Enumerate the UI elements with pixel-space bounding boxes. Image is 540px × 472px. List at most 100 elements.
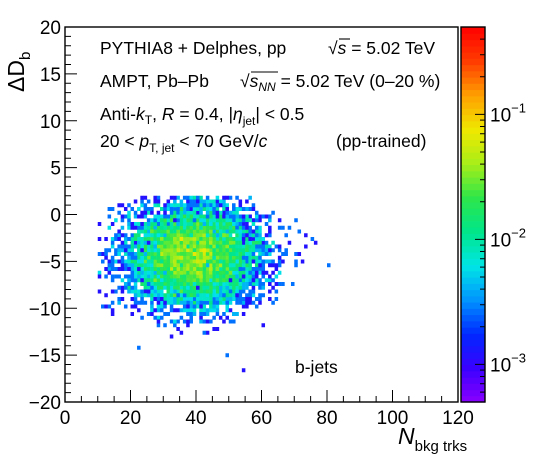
heatmap-cell — [238, 267, 243, 271]
heatmap-cell — [192, 244, 197, 249]
heatmap-cell — [143, 237, 148, 241]
heatmap-cell — [140, 199, 144, 204]
heatmap-cell — [173, 222, 177, 226]
heatmap-cell — [222, 300, 226, 305]
heatmap-cell — [133, 304, 138, 309]
heatmap-cell — [212, 300, 216, 305]
heatmap-cell — [241, 368, 246, 373]
heatmap-cell — [107, 259, 112, 264]
heatmap-cell — [140, 252, 144, 256]
heatmap-cell — [153, 237, 157, 241]
heatmap-cell — [127, 225, 131, 230]
y-tick-label: 10 — [40, 112, 61, 133]
heatmap-cell — [143, 278, 148, 283]
heatmap-cell — [173, 240, 177, 245]
heatmap-cell — [173, 270, 177, 275]
heatmap-cell — [189, 293, 193, 298]
heatmap-cell — [218, 229, 223, 234]
heatmap-cell — [176, 252, 180, 256]
heatmap-cell — [169, 319, 174, 324]
heatmap-cell — [218, 248, 223, 253]
heatmap-cell — [225, 244, 229, 249]
heatmap-cell — [153, 195, 157, 200]
heatmap-cell — [212, 237, 216, 241]
heatmap-cell — [222, 297, 226, 301]
heatmap-cell — [176, 274, 180, 279]
annotation-line-1-sqrt: √s = 5.02 TeV — [328, 38, 435, 58]
heatmap-cell — [173, 282, 177, 286]
heatmap-cell — [212, 259, 216, 264]
heatmap-cell — [182, 293, 187, 298]
heatmap-cell — [186, 259, 190, 264]
heatmap-cell — [163, 323, 167, 328]
heatmap-cell — [192, 293, 197, 298]
heatmap-cell — [182, 297, 187, 301]
x-tick-label: 120 — [442, 408, 474, 429]
heatmap-cell — [143, 229, 148, 234]
heatmap-cell — [209, 300, 213, 305]
heatmap-cell — [173, 300, 177, 305]
heatmap-cell — [176, 207, 180, 211]
heatmap-cell — [205, 225, 210, 230]
heatmap-cell — [268, 225, 272, 230]
heatmap-cell — [228, 270, 233, 275]
heatmap-cell — [245, 199, 249, 204]
heatmap-cell — [218, 315, 223, 320]
heatmap-cell — [202, 308, 207, 313]
heatmap-cell — [232, 263, 236, 268]
heatmap-cell — [150, 304, 154, 309]
heatmap-cell — [163, 207, 167, 211]
heatmap-cell — [169, 304, 174, 309]
heatmap-cell — [251, 278, 256, 283]
heatmap-cell — [228, 319, 233, 324]
heatmap-cell — [133, 285, 138, 290]
heatmap-cell — [127, 255, 131, 260]
annotation-block: PYTHIA8 + Delphes, pp √s = 5.02 TeV AMPT… — [100, 38, 440, 377]
heatmap-cell — [120, 285, 125, 290]
heatmap-cell — [120, 203, 125, 208]
heatmap-cell — [166, 222, 171, 226]
heatmap-cell — [163, 278, 167, 283]
heatmap-cell — [235, 255, 239, 260]
heatmap-cell — [196, 240, 200, 245]
heatmap-cell — [179, 248, 184, 253]
heatmap-cell — [205, 259, 210, 264]
heatmap-cell — [248, 233, 252, 238]
heatmap-cell — [176, 319, 180, 324]
heatmap-cell — [173, 199, 177, 204]
heatmap-cell — [189, 233, 193, 238]
heatmap-cell — [140, 263, 144, 268]
heatmap-cell — [173, 278, 177, 283]
heatmap-cell — [196, 248, 200, 253]
heatmap-cell — [159, 214, 164, 219]
heatmap-cell — [137, 229, 141, 234]
y-axis-title-main: ΔD — [3, 60, 29, 92]
heatmap-cell — [251, 248, 256, 253]
heatmap-cell — [173, 203, 177, 208]
heatmap-cell — [268, 274, 272, 279]
heatmap-cell — [232, 214, 236, 219]
heatmap-cell — [182, 285, 187, 290]
heatmap-cell — [251, 274, 256, 279]
heatmap-cell — [228, 225, 233, 230]
heatmap-cell — [110, 255, 115, 260]
heatmap-cell — [205, 199, 210, 204]
heatmap-cell — [196, 214, 200, 219]
heatmap-cell — [251, 300, 256, 305]
heatmap-cell — [146, 255, 151, 260]
heatmap-cell — [196, 289, 200, 294]
heatmap-cell — [238, 248, 243, 253]
heatmap-cell — [182, 304, 187, 309]
heatmap-cell — [271, 240, 275, 245]
heatmap-cell — [179, 289, 184, 294]
heatmap-cell — [166, 278, 171, 283]
heatmap-cell — [199, 282, 203, 286]
heatmap-cell — [127, 218, 131, 223]
x-tick-label: 60 — [251, 408, 272, 429]
x-axis-title-main: N — [398, 423, 415, 449]
annotation-pp-trained: (pp-trained) — [336, 131, 426, 151]
heatmap-cell — [232, 222, 236, 226]
heatmap-cell — [104, 304, 108, 309]
heatmap-cell — [120, 244, 125, 249]
heatmap-cell — [186, 312, 190, 316]
